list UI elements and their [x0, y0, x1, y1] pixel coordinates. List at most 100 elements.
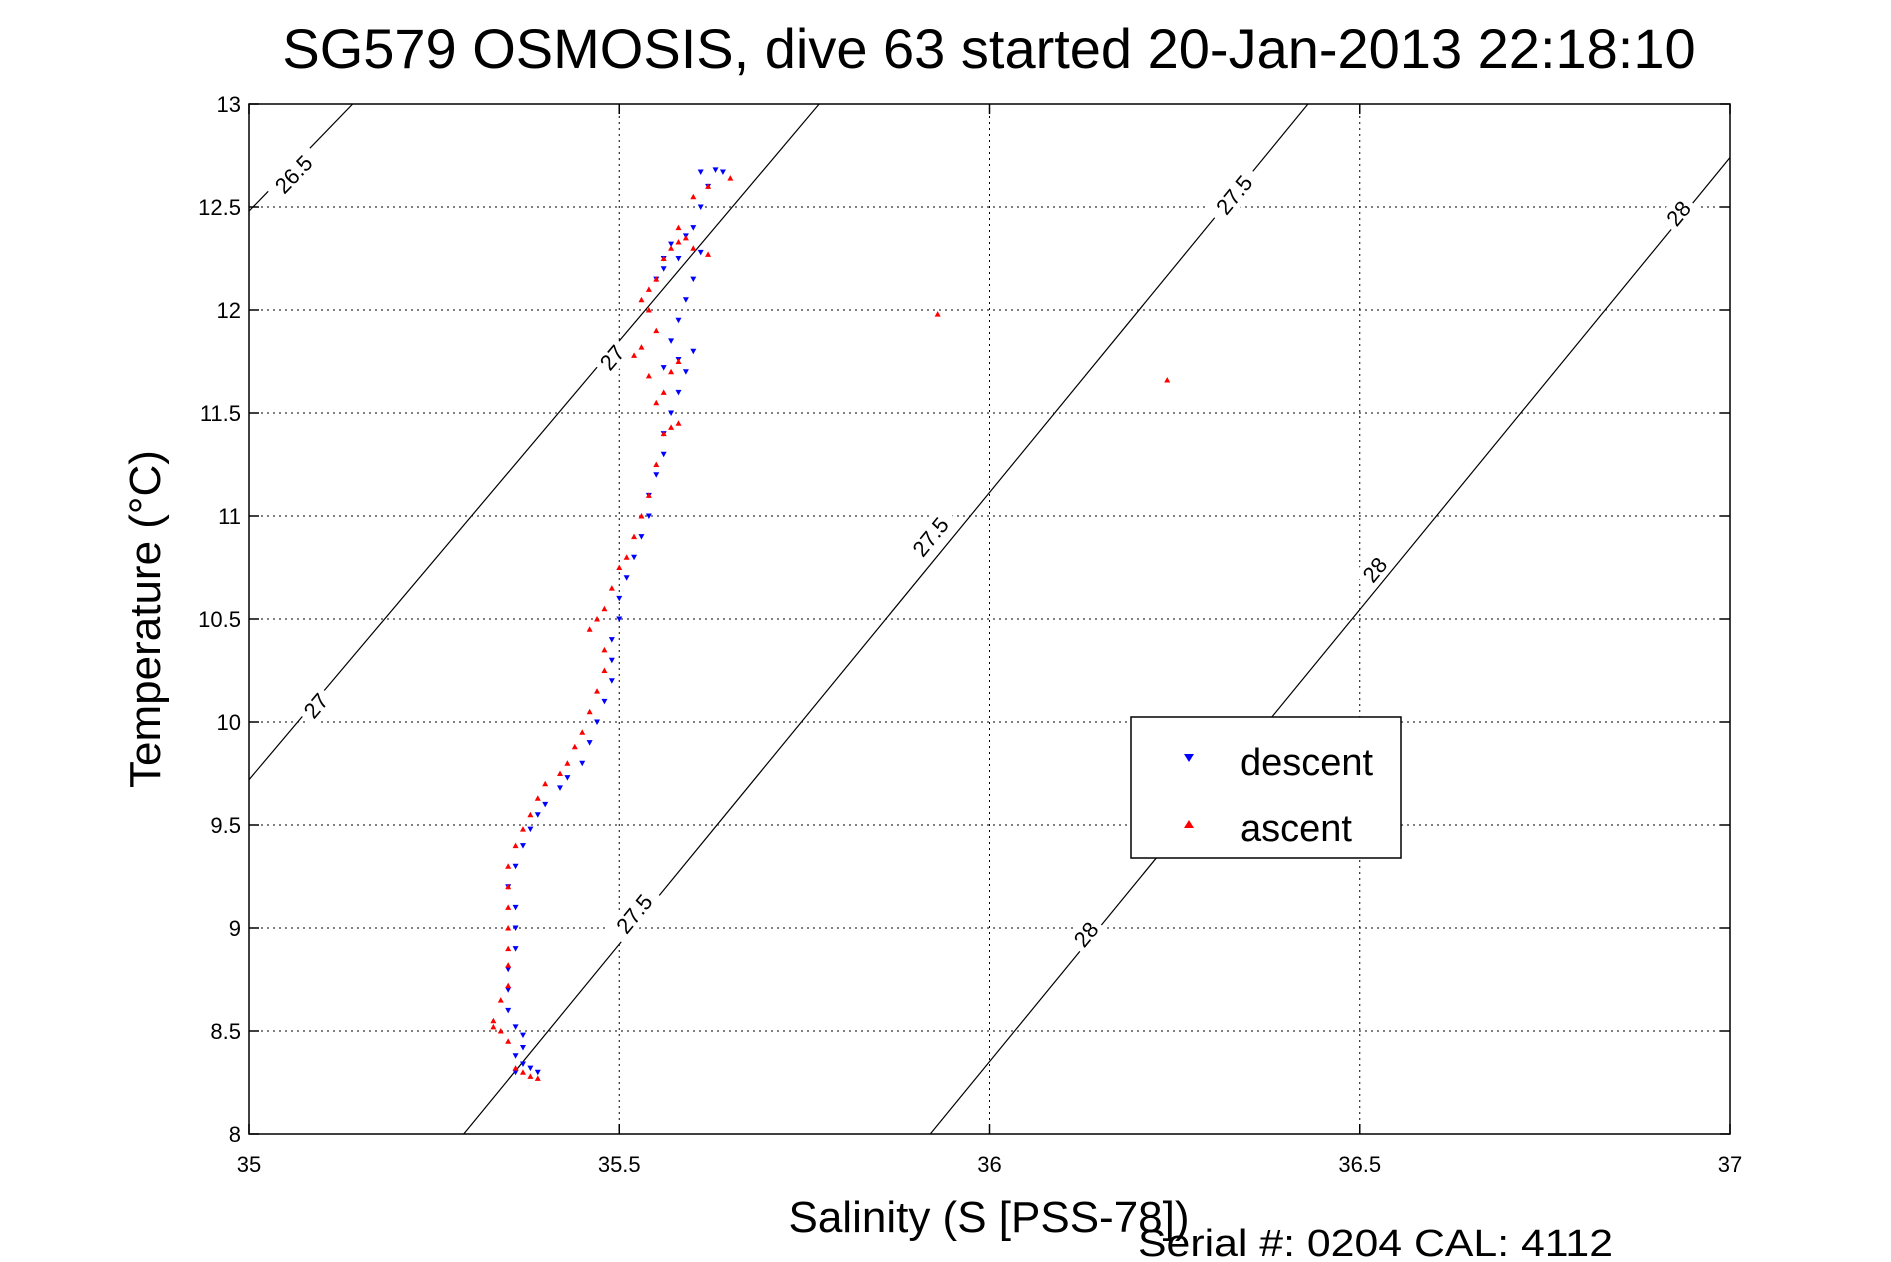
- descent-point: [512, 1024, 519, 1030]
- ascent-point: [638, 296, 645, 303]
- ascent-point: [601, 646, 608, 653]
- descent-point: [616, 595, 623, 602]
- y-tick-label: 9: [229, 916, 241, 941]
- ascent-point: [645, 286, 652, 292]
- ascent-point: [490, 1023, 497, 1030]
- ascent-point: [623, 554, 630, 560]
- descent-point: [690, 348, 697, 355]
- ascent-point: [608, 585, 615, 591]
- x-tick-label: 35: [237, 1152, 261, 1177]
- legend-box: [1130, 716, 1402, 859]
- y-tick-label: 13: [217, 92, 241, 117]
- y-tick-label: 11: [218, 504, 241, 529]
- ascent-point: [682, 234, 689, 241]
- descent-point: [616, 616, 623, 622]
- ascent-point: [512, 1065, 519, 1071]
- ascent-point: [690, 245, 697, 251]
- ascent-point: [705, 251, 712, 257]
- descent-point: [519, 843, 526, 849]
- descent-point: [675, 389, 682, 396]
- contour-label-background: [294, 684, 337, 727]
- ascent-point: [668, 424, 675, 430]
- descent-point: [675, 256, 682, 262]
- ascent-point: [534, 795, 541, 801]
- descent-point: [675, 317, 682, 324]
- ascent-point: [631, 533, 638, 540]
- y-tick-labels: 8 8.5 9 9.5 10 10.5 11 11.5 12 12.5 13: [198, 92, 241, 1147]
- contour-label-background: [1353, 548, 1396, 591]
- y-tick-label: 10: [217, 710, 241, 735]
- ascent-point: [527, 811, 534, 818]
- ascent-point: [616, 564, 623, 570]
- descent-point: [601, 698, 608, 705]
- contour-label-background: [263, 143, 324, 205]
- descent-point: [682, 297, 689, 303]
- y-axis-label: Temperature (°C): [121, 450, 170, 788]
- ascent-point: [638, 513, 645, 519]
- legend-descent-label: descent: [1240, 742, 1374, 784]
- descent-point: [660, 451, 667, 458]
- descent-point: [505, 1007, 512, 1014]
- x-tick-label: 37: [1718, 1152, 1742, 1177]
- descent-point: [668, 338, 675, 344]
- contour-label-background: [901, 505, 960, 569]
- descent-point: [608, 678, 615, 684]
- x-tick-label: 35.5: [598, 1152, 641, 1177]
- ascent-point: [727, 175, 734, 181]
- descent-point: [697, 249, 704, 256]
- ascent-point: [660, 255, 667, 261]
- descent-point: [542, 801, 549, 808]
- axis-ticks: [248, 103, 1731, 1135]
- contour-label: 28: [1069, 917, 1104, 952]
- descent-point: [512, 1069, 519, 1076]
- ascent-point: [653, 461, 660, 467]
- ascent-point: [505, 962, 512, 968]
- ascent-point: [638, 344, 645, 350]
- ascent-point: [705, 183, 712, 189]
- descent-point: [512, 863, 519, 870]
- descent-point: [579, 760, 586, 767]
- descent-point: [660, 266, 667, 272]
- ascent-point: [653, 399, 660, 406]
- descent-point: [527, 826, 534, 833]
- density-contour-27.5: [463, 104, 1309, 1134]
- y-tick-label: 8.5: [210, 1019, 241, 1044]
- descent-point: [557, 785, 564, 791]
- ascent-point: [586, 626, 593, 632]
- contour-label-background: [1064, 912, 1107, 956]
- grid-lines: [249, 104, 1730, 1134]
- serial-cal-footer: Serial #: 0204 CAL: 4112: [1138, 1223, 1613, 1262]
- ascent-point: [505, 945, 512, 952]
- contour-label: 27: [595, 340, 630, 375]
- descent-point: [512, 946, 519, 952]
- ascent-point: [564, 760, 571, 766]
- ascent-point: [594, 616, 601, 622]
- ascent-point: [653, 276, 660, 282]
- descent-point: [712, 167, 719, 173]
- contour-label-background: [1204, 163, 1263, 227]
- descent-point: [668, 410, 675, 416]
- descent-point: [690, 276, 697, 283]
- descent-point: [519, 1044, 526, 1051]
- contour-label: 27: [299, 688, 334, 723]
- ascent-point: [512, 842, 519, 849]
- descent-point: [519, 1061, 526, 1067]
- descent-point: [594, 719, 601, 725]
- ascent-point: [675, 239, 682, 245]
- ascent-point: [934, 311, 941, 317]
- ascent-point: [653, 327, 660, 334]
- ascent-point: [505, 904, 512, 910]
- descent-point: [653, 472, 660, 478]
- x-tick-labels: 35 35.5 36 36.5 37: [237, 1152, 1742, 1177]
- x-tick-label: 36: [977, 1152, 1001, 1177]
- descent-point: [638, 534, 645, 540]
- ascent-point: [505, 863, 512, 869]
- contour-label: 28: [1358, 552, 1393, 587]
- x-axis-label: Salinity (S [PSS-78]): [788, 1193, 1189, 1242]
- contour-label-background: [590, 336, 633, 379]
- ascent-point: [527, 1073, 534, 1079]
- ascent-point: [505, 925, 512, 931]
- ascent-point: [594, 688, 601, 694]
- descent-point: [534, 812, 541, 818]
